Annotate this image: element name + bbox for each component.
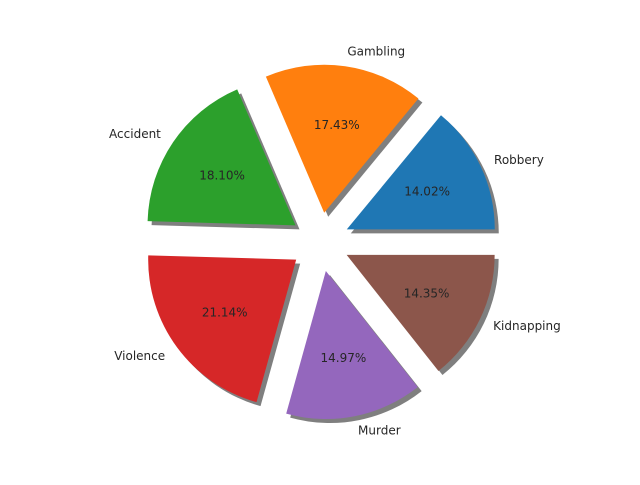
category-label-accident: Accident [109, 127, 161, 141]
percent-labels: 14.02% 17.43% 18.10% 21.14% 14.97% 14.35% [199, 118, 450, 365]
percent-label-gambling: 17.43% [314, 118, 360, 132]
category-label-murder: Murder [358, 424, 401, 438]
slice-violence [148, 255, 297, 403]
slice-kidnapping [346, 254, 495, 371]
slice-murder [286, 271, 418, 420]
percent-label-robbery: 14.02% [404, 185, 450, 199]
slice-accident [147, 89, 296, 226]
slice-robbery [346, 115, 495, 230]
category-label-kidnapping: Kidnapping [493, 319, 561, 333]
percent-label-accident: 18.10% [199, 168, 245, 182]
percent-label-kidnapping: 14.35% [404, 287, 450, 301]
category-label-violence: Violence [114, 349, 165, 363]
category-label-robbery: Robbery [494, 153, 544, 167]
category-labels: Robbery Gambling Accident Violence Murder Kid… [109, 45, 561, 438]
percent-label-violence: 21.14% [202, 305, 248, 319]
category-label-gambling: Gambling [347, 45, 405, 59]
pie-slices [147, 64, 495, 420]
percent-label-murder: 14.97% [321, 351, 367, 365]
slice-gambling [265, 64, 419, 213]
